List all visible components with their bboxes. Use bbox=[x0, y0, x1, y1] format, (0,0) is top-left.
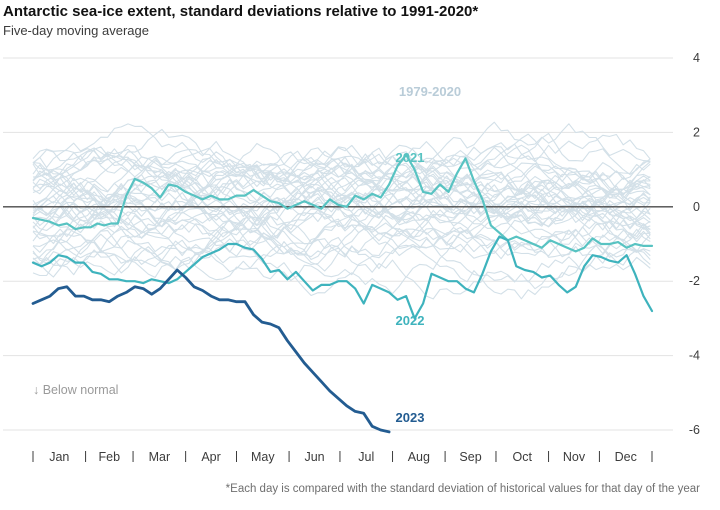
y-axis-ticks: 4 2 0 -2 -4 -6 bbox=[689, 51, 700, 437]
historical-year-line bbox=[32, 163, 651, 231]
chart-subtitle: Five-day moving average bbox=[3, 23, 149, 38]
historical-year-line bbox=[32, 144, 651, 234]
x-tick-label: Jan bbox=[49, 450, 69, 464]
below-normal-note: ↓ Below normal bbox=[33, 383, 118, 397]
historical-year-line bbox=[32, 133, 651, 204]
historical-year-line bbox=[32, 176, 651, 239]
label-1979-2020: 1979-2020 bbox=[399, 84, 461, 99]
historical-year-line bbox=[32, 210, 651, 282]
x-tick-label: Jul bbox=[358, 450, 374, 464]
x-tick-label: Feb bbox=[99, 450, 121, 464]
y-tick-label: -6 bbox=[689, 423, 700, 437]
series-line-2023 bbox=[31, 268, 391, 434]
x-tick-label: Oct bbox=[513, 450, 533, 464]
historical-year-line bbox=[32, 155, 651, 204]
historical-year-line bbox=[32, 202, 651, 247]
historical-year-line bbox=[32, 144, 651, 260]
x-tick-label: Nov bbox=[563, 450, 586, 464]
x-tick-label: Sep bbox=[459, 450, 481, 464]
x-tick-label: Jun bbox=[304, 450, 324, 464]
y-tick-label: -2 bbox=[689, 274, 700, 288]
x-tick-label: Apr bbox=[201, 450, 220, 464]
label-2021: 2021 bbox=[396, 150, 425, 165]
x-tick-label: Dec bbox=[615, 450, 637, 464]
series-line-2021 bbox=[31, 153, 654, 253]
historical-lines bbox=[32, 121, 651, 300]
gridlines bbox=[3, 57, 673, 431]
historical-year-line bbox=[32, 174, 651, 234]
label-2022: 2022 bbox=[396, 313, 425, 328]
x-tick-label: Aug bbox=[408, 450, 430, 464]
historical-year-line bbox=[32, 186, 651, 283]
footnote: *Each day is compared with the standard … bbox=[226, 483, 700, 495]
x-axis: Jan Feb Mar Apr May Jun Jul Aug Sep Oct Nov Dec bbox=[32, 450, 653, 464]
x-tick-label: May bbox=[251, 450, 275, 464]
series-line-2022 bbox=[31, 235, 654, 320]
historical-year-line bbox=[32, 157, 651, 223]
historical-year-line bbox=[32, 133, 651, 242]
historical-year-line bbox=[32, 181, 651, 300]
y-tick-label: 2 bbox=[693, 125, 700, 139]
x-tick-label: Mar bbox=[149, 450, 171, 464]
historical-year-line bbox=[32, 195, 651, 278]
historical-year-line bbox=[32, 128, 651, 204]
historical-year-line bbox=[32, 156, 651, 242]
highlight-series bbox=[31, 153, 654, 434]
historical-year-line bbox=[32, 155, 651, 264]
historical-year-line bbox=[32, 183, 651, 277]
y-tick-label: 0 bbox=[693, 200, 700, 214]
historical-year-line bbox=[32, 123, 651, 204]
chart-title: Antarctic sea-ice extent, standard devia… bbox=[3, 3, 478, 20]
y-tick-label: -4 bbox=[689, 349, 700, 363]
y-tick-label: 4 bbox=[693, 51, 700, 65]
label-2023: 2023 bbox=[396, 410, 425, 425]
historical-year-line bbox=[32, 151, 651, 219]
historical-year-line bbox=[32, 121, 651, 181]
